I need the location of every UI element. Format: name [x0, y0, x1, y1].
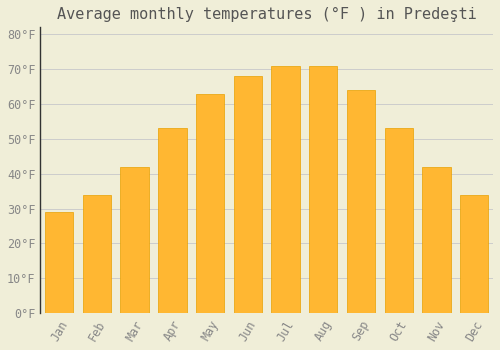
Bar [45, 212, 74, 313]
Bar [347, 90, 375, 313]
Bar [196, 93, 224, 313]
Bar [158, 128, 186, 313]
Bar [272, 66, 299, 313]
Title: Average monthly temperatures (°F ) in Predeşti: Average monthly temperatures (°F ) in Pr… [57, 7, 476, 22]
Bar [83, 195, 111, 313]
Bar [234, 76, 262, 313]
Bar [384, 128, 413, 313]
Bar [309, 66, 338, 313]
Bar [460, 195, 488, 313]
Bar [422, 167, 450, 313]
Bar [120, 167, 149, 313]
